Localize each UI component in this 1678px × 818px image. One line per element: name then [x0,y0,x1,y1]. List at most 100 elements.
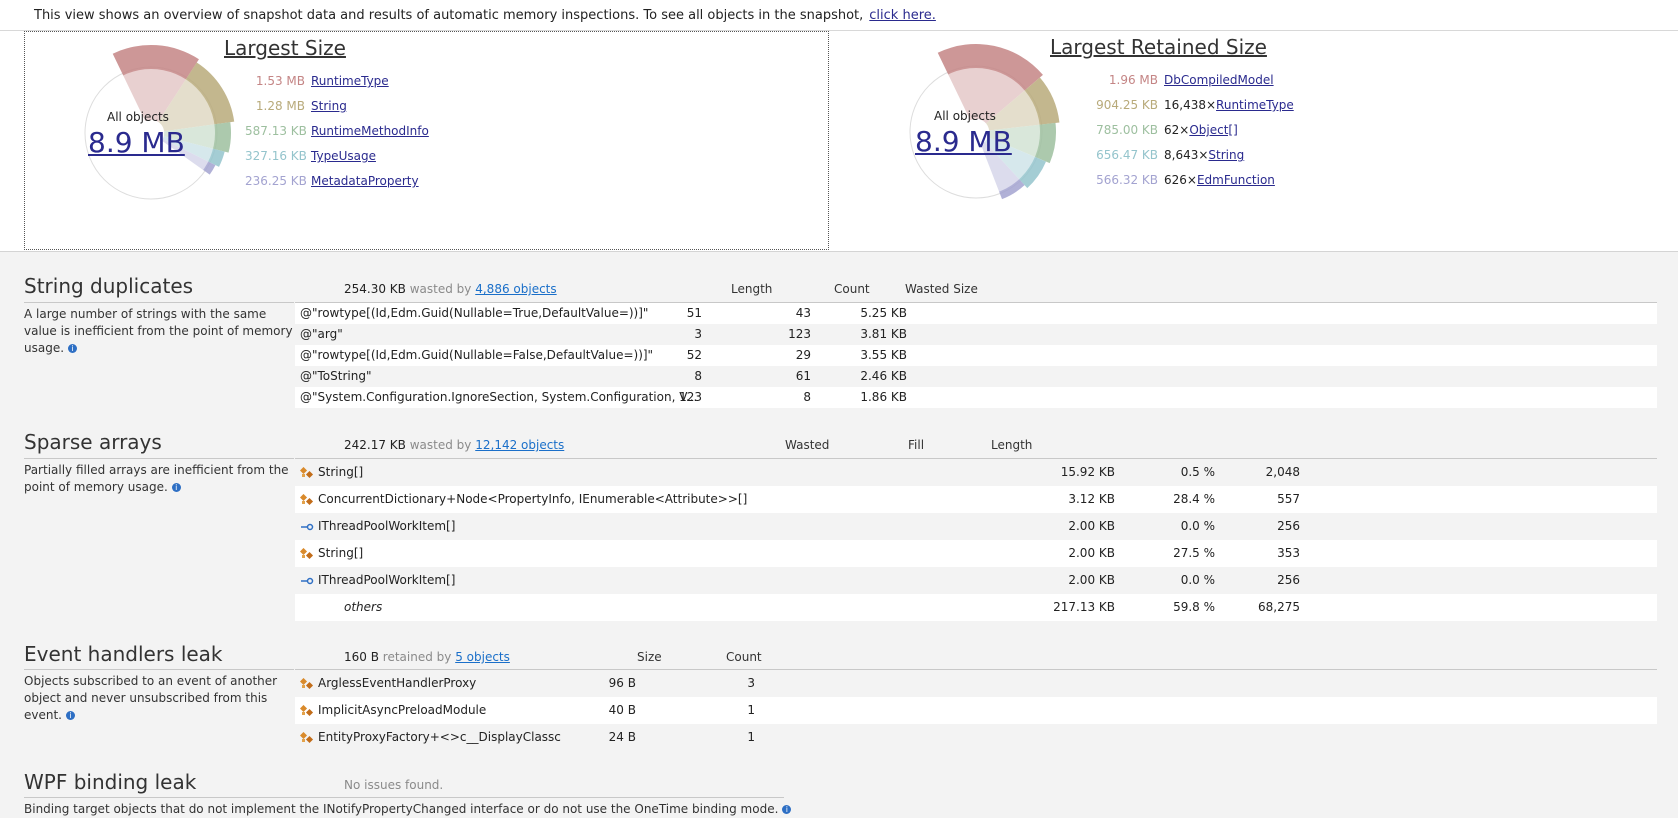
largest-retained-legend: 1.96 MB DbCompiledModel 904.25 KB 16,438×Ru… [1072,71,1294,196]
wasted-cell: 3.81 KB [860,327,907,341]
array-type[interactable]: ConcurrentDictionary+Node<PropertyInfo, … [300,486,747,513]
legend-count: 8,643× [1164,148,1209,162]
count-cell: 43 [795,306,811,320]
length-cell: 2,048 [1265,465,1300,479]
largest-size-title[interactable]: Largest Size [224,36,346,60]
description-text: Binding target objects that do not imple… [24,802,779,816]
handler-type[interactable]: EntityProxyFactory+<>c__DisplayClassc [300,724,561,751]
header-length[interactable]: Length [991,438,1033,452]
others-row[interactable]: others 217.13 KB 59.8 % 68,275 [295,594,1657,621]
show-all-objects-link[interactable]: click here. [869,8,936,23]
legend-type-link[interactable]: String [311,99,347,113]
sparse-arrays-objects-link[interactable]: 12,142 objects [475,438,565,452]
array-type[interactable]: IThreadPoolWorkItem[] [300,513,455,540]
header-size[interactable]: Size [637,650,662,664]
handler-type[interactable]: ArglessEventHandlerProxy [300,670,476,697]
table-row[interactable]: ArglessEventHandlerProxy 96 B 3 [295,670,1657,697]
chart-center-overlay [912,68,1040,196]
array-type-label: IThreadPoolWorkItem[] [318,573,456,587]
string-value[interactable]: @"arg" [300,327,343,341]
total-size-value[interactable]: 8.9 MB [88,126,185,159]
table-row[interactable]: @"ToString" 8 61 2.46 KB [295,366,1657,387]
table-row[interactable]: IThreadPoolWorkItem[] 2.00 KB 0.0 % 256 [295,513,1657,540]
length-cell: 68,275 [1258,600,1300,614]
table-row[interactable]: String[] 15.92 KB 0.5 % 2,048 [295,459,1657,486]
chart-center-overlay [87,69,215,197]
string-value[interactable]: @"System.Configuration.IgnoreSection, Sy… [300,390,698,404]
info-icon[interactable]: i [68,344,78,353]
count-cell: 123 [788,327,811,341]
string-value[interactable]: @"rowtype[(Id,Edm.Guid(Nullable=True,Def… [300,306,649,320]
total-retained-value[interactable]: 8.9 MB [915,125,1012,158]
info-message: This view shows an overview of snapshot … [34,8,864,23]
table-row[interactable]: @"System.Configuration.IgnoreSection, Sy… [295,387,1657,408]
wpf-binding-title: WPF binding leak [24,770,197,794]
string-duplicates-summary: 254.30 KB wasted by 4,886 objects [344,282,557,296]
count-cell: 29 [795,348,811,362]
summary-word: wasted by [409,282,472,296]
class-icon [300,704,314,716]
array-type[interactable]: others [344,594,382,621]
length-cell: 256 [1277,519,1300,533]
largest-size-panel[interactable]: Largest Size All objects 8.9 MB 1.53 MB R… [24,31,829,250]
string-value[interactable]: @"ToString" [300,369,372,383]
legend-row: 1.28 MB String [245,97,429,122]
legend-type-link[interactable]: RuntimeMethodInfo [311,124,429,138]
table-row[interactable]: @"rowtype[(Id,Edm.Guid(Nullable=True,Def… [295,303,1657,324]
wasted-cell: 1.86 KB [860,390,907,404]
length-cell: 3 [694,327,702,341]
array-type[interactable]: String[] [300,459,363,486]
legend-size: 1.28 MB [255,99,305,113]
string-value[interactable]: @"rowtype[(Id,Edm.Guid(Nullable=False,De… [300,348,654,362]
largest-retained-sunburst-chart[interactable] [886,37,1066,217]
event-handlers-objects-link[interactable]: 5 objects [455,650,510,664]
largest-retained-panel[interactable]: Largest Retained Size All objects 8.9 MB… [832,31,1637,251]
header-wasted[interactable]: Wasted [785,438,830,452]
legend-type-link[interactable]: Object[] [1189,123,1238,137]
header-length[interactable]: Length [731,282,773,296]
description-text: A large number of strings with the same … [24,307,293,355]
header-count[interactable]: Count [726,650,762,664]
header-fill[interactable]: Fill [908,438,925,452]
handler-type[interactable]: ImplicitAsyncPreloadModule [300,697,486,724]
array-type[interactable]: String[] [300,540,363,567]
interface-icon [301,577,314,584]
info-icon[interactable]: i [782,805,792,814]
handler-type-label: ArglessEventHandlerProxy [318,676,477,690]
table-row[interactable]: @"arg" 3 123 3.81 KB [295,324,1657,345]
largest-size-sunburst-chart[interactable] [61,38,241,218]
table-row[interactable]: IThreadPoolWorkItem[] 2.00 KB 0.0 % 256 [295,567,1657,594]
description-text: Objects subscribed to an event of anothe… [24,674,278,722]
legend-type-link[interactable]: RuntimeType [311,74,389,88]
array-type[interactable]: IThreadPoolWorkItem[] [300,567,455,594]
table-row[interactable]: EntityProxyFactory+<>c__DisplayClassc 24 … [295,724,1657,751]
header-count[interactable]: Count [834,282,870,296]
table-row[interactable]: @"rowtype[(Id,Edm.Guid(Nullable=False,De… [295,345,1657,366]
count-cell: 1 [747,730,755,744]
info-icon[interactable]: i [66,711,75,720]
legend-type-link[interactable]: EdmFunction [1196,173,1275,187]
legend-type-link[interactable]: String [1208,148,1245,162]
largest-size-legend: 1.53 MB RuntimeType 1.28 MB String 587.13 KB… [245,72,429,197]
fill-cell: 28.4 % [1173,492,1215,506]
legend-type-link[interactable]: RuntimeType [1216,98,1294,112]
legend-type-link[interactable]: DbCompiledModel [1164,73,1274,87]
legend-size: 785.00 KB [1096,123,1158,137]
legend-type-link[interactable]: TypeUsage [311,149,376,163]
legend-size: 587.13 KB [245,124,307,138]
length-cell: 353 [1277,546,1300,560]
table-row[interactable]: ConcurrentDictionary+Node<PropertyInfo, … [295,486,1657,513]
wasted-cell: 5.25 KB [860,306,907,320]
legend-size: 1.53 MB [255,74,305,88]
table-row[interactable]: ImplicitAsyncPreloadModule 40 B 1 [295,697,1657,724]
largest-retained-title[interactable]: Largest Retained Size [1050,35,1267,59]
string-duplicates-objects-link[interactable]: 4,886 objects [475,282,557,296]
summary-word: retained by [382,650,452,664]
count-cell: 3 [747,676,755,690]
legend-size: 904.25 KB [1096,98,1158,112]
table-row[interactable]: String[] 2.00 KB 27.5 % 353 [295,540,1657,567]
class-icon [300,466,314,478]
legend-type-link[interactable]: MetadataProperty [311,174,419,188]
header-wasted-size[interactable]: Wasted Size [905,282,978,296]
info-icon[interactable]: i [171,483,181,492]
